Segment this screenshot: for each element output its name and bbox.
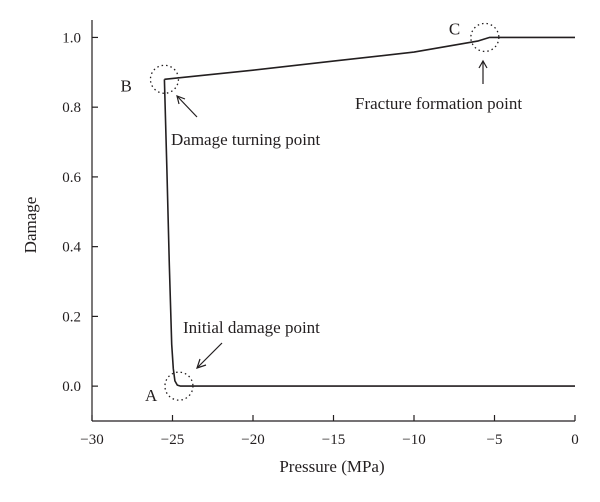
series-layer	[163, 36, 575, 387]
point-letter-a: A	[145, 386, 158, 405]
x-tick-label: −15	[322, 432, 345, 448]
x-tick-label: −20	[241, 432, 264, 448]
annotation-fracture-formation-label: Fracture formation point	[355, 94, 522, 113]
y-tick-label: 1.0	[62, 30, 81, 46]
x-axis-ticks: −30 −25 −20 −15 −10 −5 0	[80, 415, 579, 448]
point-markers: A B C	[120, 19, 500, 405]
point-marker-c	[470, 22, 500, 53]
arrowhead-initial-damage	[196, 358, 207, 369]
annotation-damage-turning-label: Damage turning point	[171, 130, 320, 149]
y-tick-label: 0.0	[62, 379, 81, 395]
annotation-arrow-damage-turning	[176, 95, 198, 118]
x-tick-label: 0	[571, 432, 579, 448]
arrowhead-fracture-formation	[478, 59, 488, 69]
arrowhead-damage-turning	[176, 95, 186, 105]
series-line-0	[163, 79, 575, 387]
y-axis-ticks: 0.0 0.2 0.4 0.6 0.8 1.0	[62, 30, 98, 395]
x-tick-label: −10	[402, 432, 425, 448]
y-tick-label: 0.4	[62, 240, 81, 256]
x-tick-label: −30	[80, 432, 103, 448]
y-tick-label: 0.2	[62, 309, 81, 325]
annotations: Initial damage point Damage turning poin…	[171, 59, 522, 369]
annotation-initial-damage: Initial damage point	[183, 318, 320, 369]
x-tick-label: −5	[487, 432, 503, 448]
point-marker-a	[164, 371, 194, 401]
y-axis-title: Damage	[21, 197, 40, 254]
annotation-fracture-formation: Fracture formation point	[355, 59, 522, 113]
annotation-damage-turning: Damage turning point	[171, 95, 320, 149]
point-marker-b	[149, 64, 180, 94]
x-axis-title: Pressure (MPa)	[279, 457, 384, 476]
annotation-initial-damage-label: Initial damage point	[183, 318, 320, 337]
y-tick-label: 0.6	[62, 170, 81, 186]
series-line-1	[164, 36, 575, 81]
point-letter-b: B	[120, 76, 131, 95]
x-tick-label: −25	[161, 432, 184, 448]
point-letter-c: C	[449, 19, 460, 38]
annotation-arrow-initial-damage	[196, 342, 223, 369]
y-tick-label: 0.8	[62, 100, 81, 116]
